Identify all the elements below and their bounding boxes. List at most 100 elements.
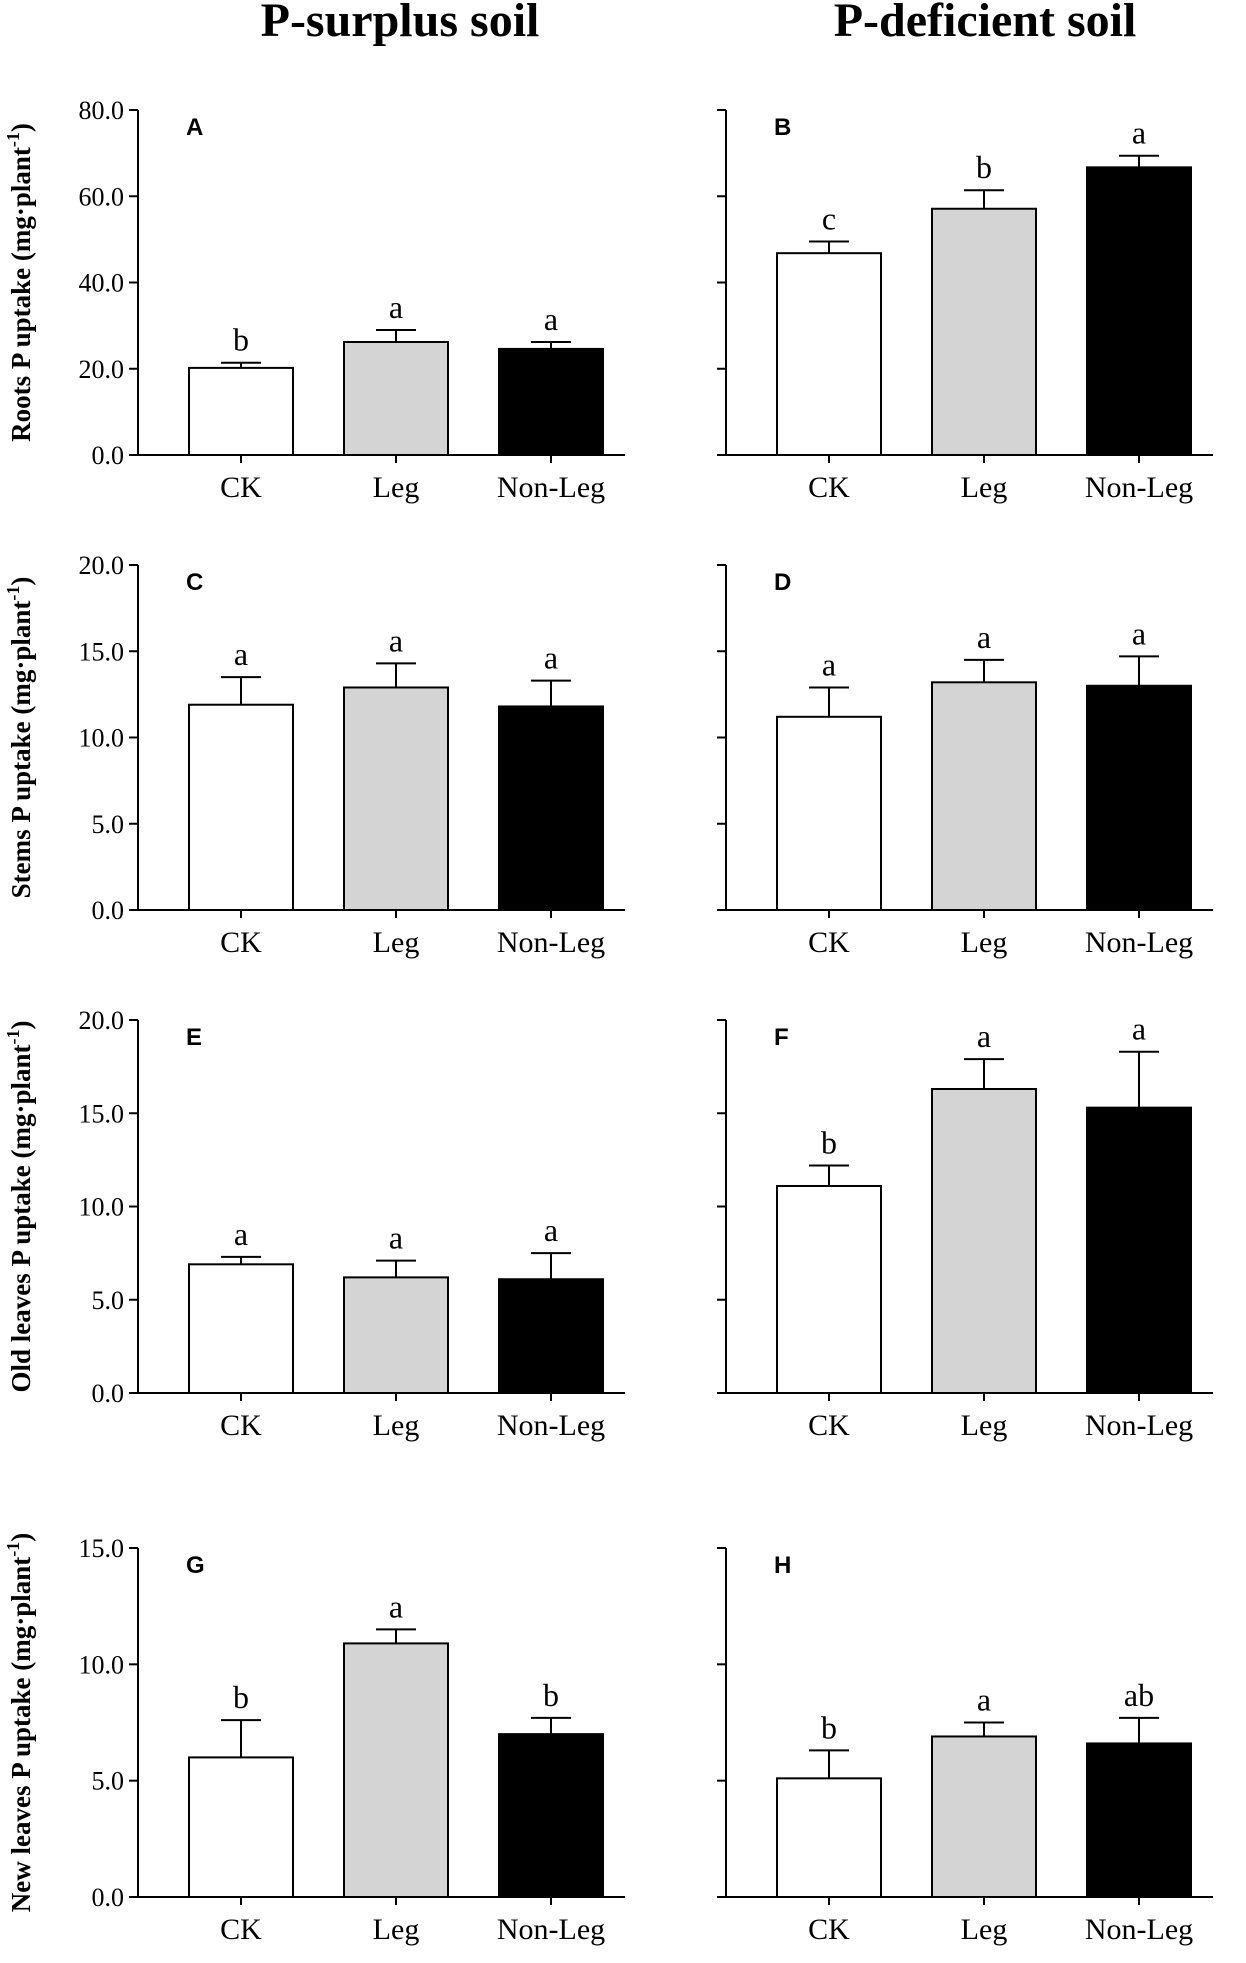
- bar-non-leg: [498, 1733, 604, 1898]
- category-label: Leg: [961, 926, 1008, 959]
- significance-letter: a: [977, 619, 991, 655]
- significance-letter: a: [822, 646, 836, 682]
- y-axis-label-text: Old leaves P uptake (mg·plant: [6, 1044, 36, 1392]
- panel-letter: F: [774, 1024, 789, 1051]
- y-axis-label-superscript: -1: [3, 132, 23, 147]
- y-axis-label-close: ): [6, 1533, 36, 1542]
- panel-letter: G: [186, 1552, 205, 1579]
- y-tick-label: 5.0: [92, 1767, 125, 1796]
- category-label: CK: [808, 1409, 850, 1442]
- y-tick-label: 15.0: [79, 1099, 125, 1128]
- category-label: Leg: [373, 926, 420, 959]
- panel-letter: B: [774, 114, 791, 141]
- significance-letter: b: [976, 149, 992, 185]
- panel-letter: C: [186, 569, 203, 596]
- panel-letter: E: [186, 1024, 202, 1051]
- significance-letter: ab: [1124, 1677, 1154, 1713]
- column-title-p-surplus: P-surplus soil: [261, 0, 540, 47]
- significance-letter: a: [977, 1018, 991, 1054]
- category-label: Non-Leg: [1085, 1913, 1193, 1946]
- bar-leg: [343, 1642, 449, 1898]
- category-label: Non-Leg: [497, 1409, 605, 1442]
- panel-b: c CK b Leg a Non-Leg B: [717, 109, 1213, 504]
- y-axis-label-close: ): [6, 123, 36, 132]
- bar-ck: [188, 703, 294, 911]
- panels: 0.0 20.0 40.0 60.0 80.0 b CK a Leg a Non-Leg A Roots…: [3, 96, 1213, 1946]
- bar-non-leg: [498, 347, 604, 457]
- y-tick-label: 40.0: [79, 269, 125, 298]
- y-axis-label-text: Roots P uptake (mg·plant: [6, 147, 36, 442]
- panel-c: 0.0 5.0 10.0 15.0 20.0 a CK a Leg a Non-Leg C Stems …: [3, 551, 625, 959]
- y-axis-label: Stems P uptake (mg·plant-1): [3, 577, 36, 899]
- bar-leg: [343, 1276, 449, 1394]
- panel-g: 0.0 5.0 10.0 15.0 b CK a Leg b Non-Leg G New leaves…: [3, 1533, 625, 1946]
- significance-letter: a: [544, 301, 558, 337]
- category-label: Non-Leg: [1085, 471, 1193, 504]
- category-label: Leg: [373, 471, 420, 504]
- category-label: Non-Leg: [497, 471, 605, 504]
- bar-non-leg: [1086, 1106, 1192, 1395]
- y-axis-label-text: New leaves P uptake (mg·plant: [6, 1557, 36, 1913]
- significance-letter: b: [821, 1124, 837, 1160]
- y-axis-label-superscript: -1: [3, 586, 23, 601]
- y-axis-label-superscript: -1: [3, 1029, 23, 1044]
- bar-ck: [776, 252, 882, 456]
- bar-ck: [776, 715, 882, 911]
- category-label: Leg: [961, 471, 1008, 504]
- y-tick-label: 5.0: [92, 1286, 125, 1315]
- bar-leg: [931, 1088, 1037, 1394]
- bar-leg: [343, 341, 449, 457]
- bar-leg: [931, 681, 1037, 911]
- significance-letter: b: [821, 1709, 837, 1745]
- y-tick-label: 5.0: [92, 810, 125, 839]
- y-axis-label: Old leaves P uptake (mg·plant-1): [3, 1020, 36, 1392]
- category-label: CK: [808, 926, 850, 959]
- y-tick-label: 15.0: [79, 1534, 125, 1563]
- category-label: CK: [220, 1409, 262, 1442]
- panel-e: 0.0 5.0 10.0 15.0 20.0 a CK a Leg a Non-Leg E Old le…: [3, 1006, 625, 1442]
- category-label: CK: [808, 1913, 850, 1946]
- bar-non-leg: [1086, 684, 1192, 911]
- y-tick-label: 0.0: [92, 896, 125, 925]
- y-tick-label: 0.0: [92, 1379, 125, 1408]
- bar-leg: [931, 207, 1037, 456]
- panel-letter: D: [774, 569, 791, 596]
- y-axis-label-superscript: -1: [3, 1542, 23, 1557]
- bar-non-leg: [498, 1278, 604, 1394]
- panel-letter: A: [186, 114, 203, 141]
- y-axis-label: Roots P uptake (mg·plant-1): [3, 123, 36, 442]
- category-label: Leg: [961, 1409, 1008, 1442]
- panel-f: b CK a Leg a Non-Leg F: [717, 1011, 1213, 1442]
- y-tick-label: 0.0: [92, 1883, 125, 1912]
- y-tick-label: 10.0: [79, 724, 125, 753]
- category-label: Non-Leg: [1085, 926, 1193, 959]
- significance-letter: a: [1132, 615, 1146, 651]
- bar-non-leg: [1086, 166, 1192, 456]
- bar-leg: [931, 1735, 1037, 1898]
- significance-letter: a: [389, 1220, 403, 1256]
- significance-letter: a: [389, 1588, 403, 1624]
- category-label: CK: [808, 471, 850, 504]
- bar-non-leg: [498, 705, 604, 912]
- y-axis-label-close: ): [6, 1020, 36, 1029]
- category-label: CK: [220, 471, 262, 504]
- category-label: Non-Leg: [497, 1913, 605, 1946]
- significance-letter: c: [822, 201, 836, 237]
- significance-letter: b: [543, 1677, 559, 1713]
- category-label: Leg: [373, 1913, 420, 1946]
- bar-ck: [776, 1777, 882, 1898]
- bar-ck: [188, 1756, 294, 1899]
- bar-ck: [188, 1263, 294, 1394]
- y-axis-label: New leaves P uptake (mg·plant-1): [3, 1533, 36, 1913]
- y-tick-label: 0.0: [92, 441, 125, 470]
- significance-letter: a: [234, 636, 248, 672]
- y-tick-label: 20.0: [79, 1006, 125, 1035]
- column-title-p-deficient: P-deficient soil: [834, 0, 1137, 47]
- panel-d: a CK a Leg a Non-Leg D: [717, 564, 1213, 959]
- bar-ck: [776, 1184, 882, 1394]
- significance-letter: a: [1132, 1011, 1146, 1047]
- significance-letter: b: [233, 1679, 249, 1715]
- y-tick-label: 10.0: [79, 1193, 125, 1222]
- bar-leg: [343, 686, 449, 911]
